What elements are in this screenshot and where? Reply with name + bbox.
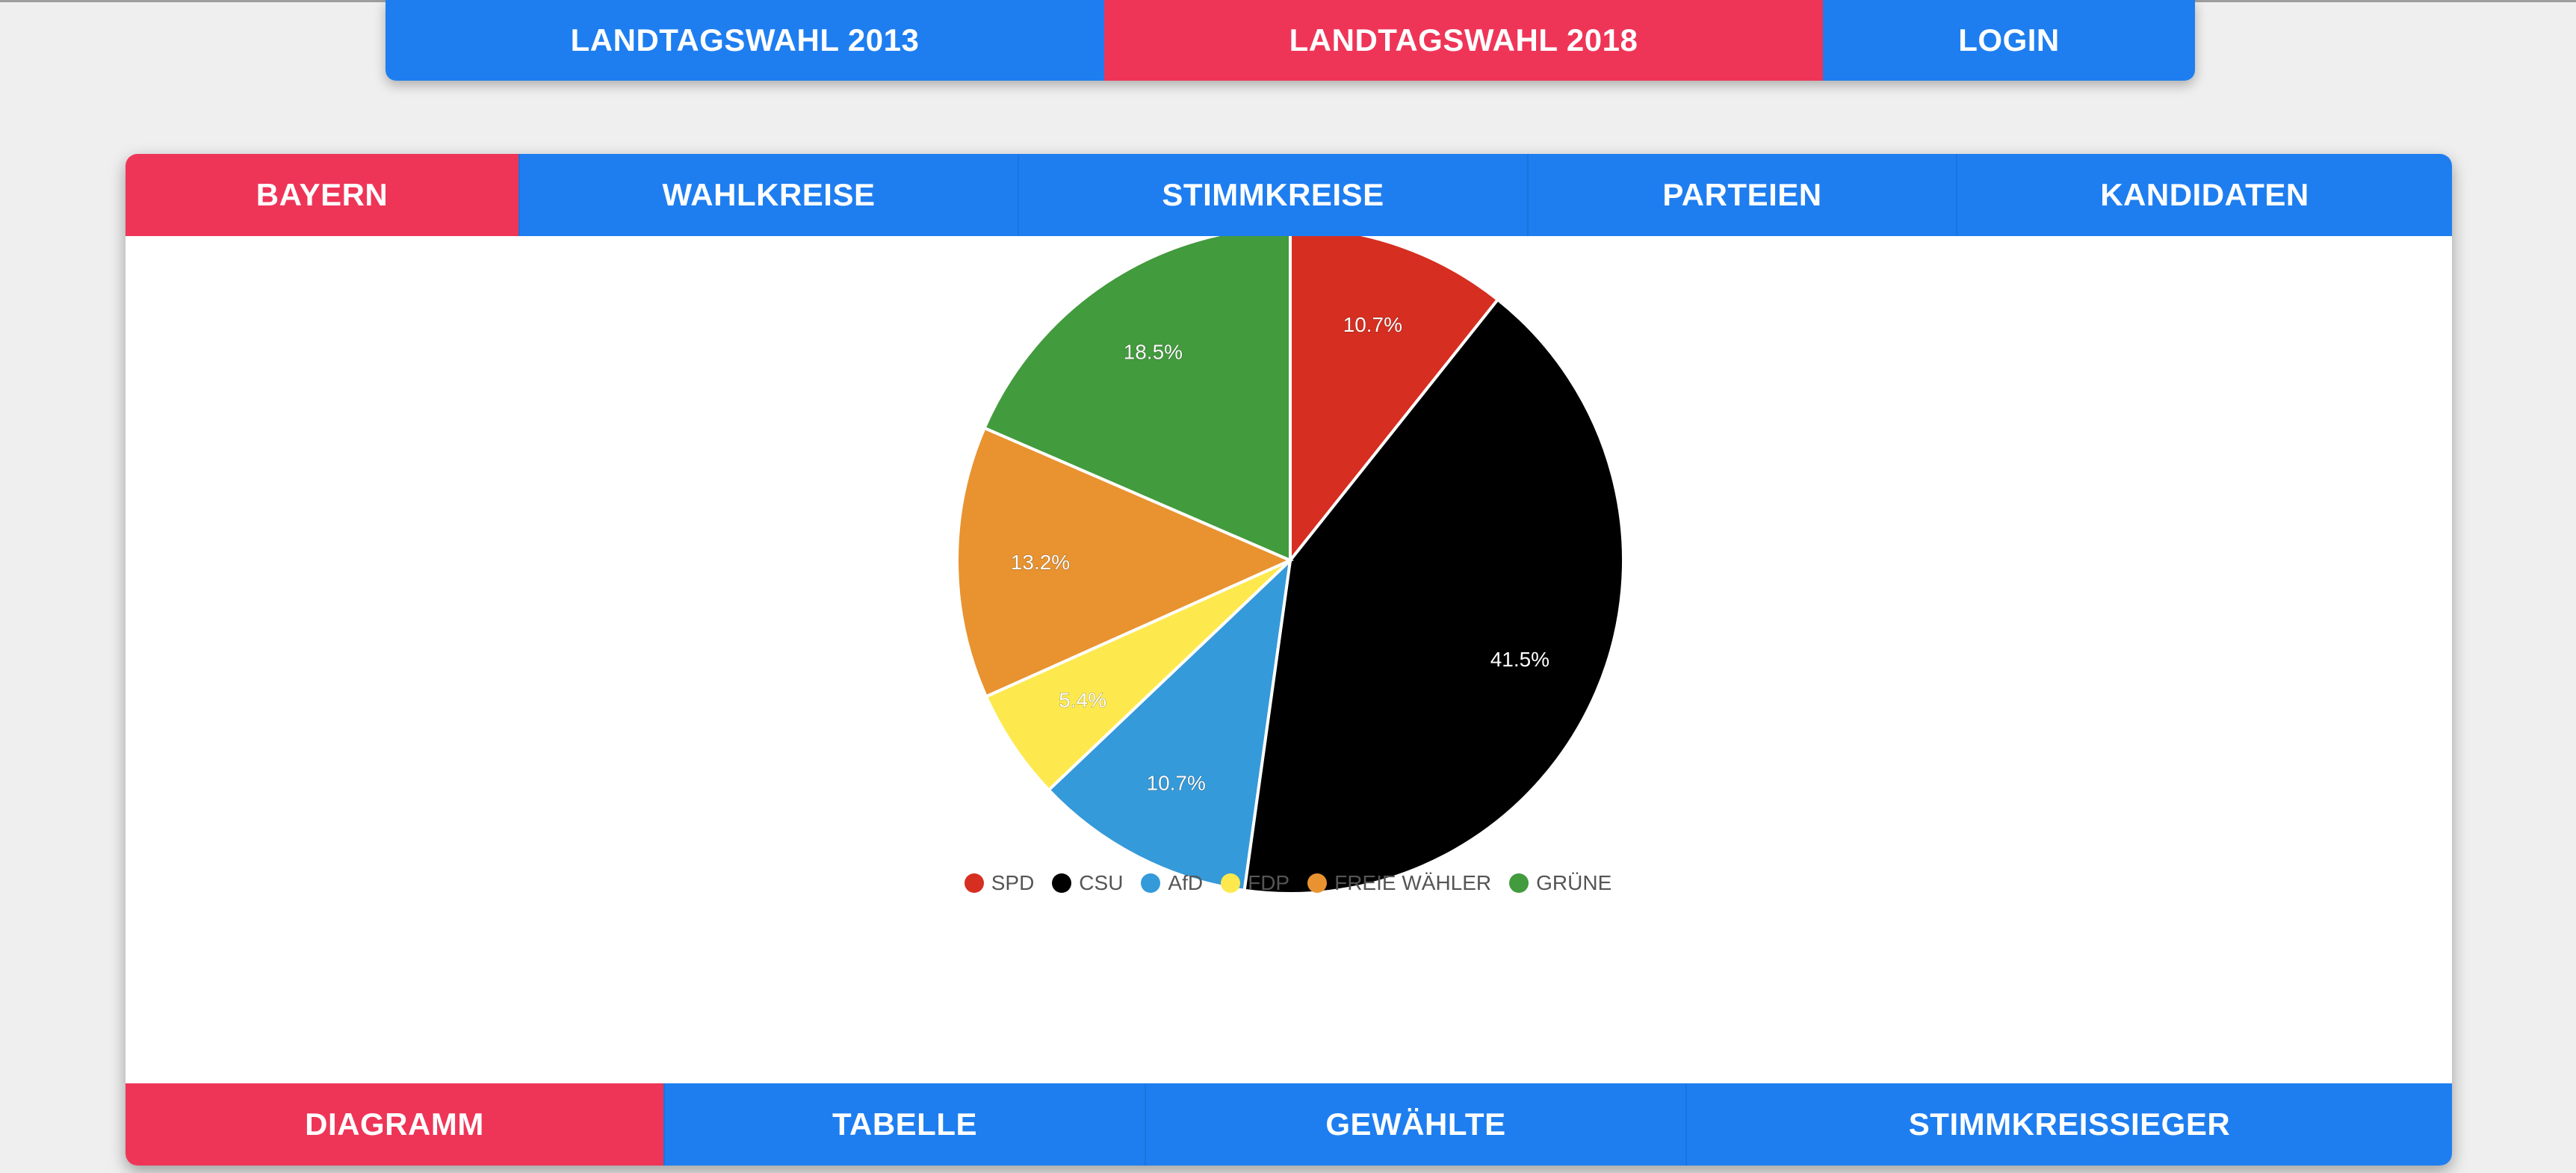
region-tab-bar: BAYERN WAHLKREISE STIMMKREISE PARTEIEN K… — [126, 154, 2452, 236]
pie-slice-freie-w-hler[interactable] — [956, 426, 1294, 699]
nav-login[interactable]: LOGIN — [1823, 0, 2195, 81]
pie-chart: 10.7% 41.5% 10.7% 5.4% 13.2% 18.5% — [956, 236, 1625, 895]
tab-parteien[interactable]: PARTEIEN — [1527, 154, 1956, 236]
tab-kandidaten[interactable]: KANDIDATEN — [1956, 154, 2452, 236]
tab-diagramm[interactable]: DIAGRAMM — [126, 1083, 663, 1166]
legend-color-dot — [1221, 873, 1241, 893]
legend-color-dot — [1307, 873, 1328, 893]
legend-label: SPD — [991, 871, 1035, 894]
legend-item[interactable]: GRÜNE — [1509, 871, 1611, 895]
pie-slice-label: 5.4% — [1059, 688, 1106, 711]
pie-slice-fdp[interactable] — [984, 559, 1292, 793]
top-navigation: LANDTAGSWAHL 2013 LANDTAGSWAHL 2018 LOGI… — [386, 0, 2195, 81]
legend-label: CSU — [1079, 871, 1124, 894]
view-tab-bar: DIAGRAMM TABELLE GEWÄHLTE STIMMKREISSIEG… — [126, 1083, 2452, 1166]
legend-color-dot — [1509, 873, 1529, 893]
pie-slice-label: 18.5% — [1124, 340, 1183, 363]
legend-item[interactable]: FREIE WÄHLER — [1307, 871, 1491, 895]
legend-label: FREIE WÄHLER — [1334, 871, 1492, 894]
pie-slice-spd[interactable] — [1289, 236, 1500, 565]
legend-label: FDP — [1248, 871, 1290, 894]
chart-legend: SPD CSU AfD FDP FREIE WÄHLER GRÜNE — [0, 871, 2576, 895]
pie-slice-label: 10.7% — [1343, 313, 1402, 336]
pie-slice-label: 10.7% — [1147, 772, 1206, 795]
legend-item[interactable]: AfD — [1141, 871, 1203, 895]
legend-color-dot — [1141, 873, 1161, 893]
legend-item[interactable]: FDP — [1221, 871, 1289, 895]
legend-label: GRÜNE — [1536, 871, 1612, 894]
legend-label: AfD — [1168, 871, 1204, 894]
pie-slice-csu[interactable] — [1242, 297, 1625, 895]
pie-slice-label: 13.2% — [1011, 551, 1070, 574]
tab-gewaehlte[interactable]: GEWÄHLTE — [1145, 1083, 1685, 1166]
pie-slice-label: 41.5% — [1490, 648, 1549, 671]
tab-wahlkreise[interactable]: WAHLKREISE — [518, 154, 1018, 236]
legend-color-dot — [1052, 873, 1072, 893]
nav-landtagswahl-2018[interactable]: LANDTAGSWAHL 2018 — [1104, 0, 1823, 81]
results-card: BAYERN WAHLKREISE STIMMKREISE PARTEIEN K… — [126, 154, 2452, 1166]
legend-item[interactable]: SPD — [964, 871, 1035, 895]
nav-landtagswahl-2013[interactable]: LANDTAGSWAHL 2013 — [386, 0, 1104, 81]
chart-area: 10.7% 41.5% 10.7% 5.4% 13.2% 18.5% — [126, 236, 2452, 1083]
tab-stimmkreissieger[interactable]: STIMMKREISSIEGER — [1685, 1083, 2452, 1166]
legend-item[interactable]: CSU — [1052, 871, 1123, 895]
pie-slice-gr-ne[interactable] — [982, 236, 1292, 563]
tab-stimmkreise[interactable]: STIMMKREISE — [1018, 154, 1527, 236]
tab-tabelle[interactable]: TABELLE — [663, 1083, 1145, 1166]
legend-color-dot — [964, 873, 984, 893]
tab-bayern[interactable]: BAYERN — [126, 154, 518, 236]
